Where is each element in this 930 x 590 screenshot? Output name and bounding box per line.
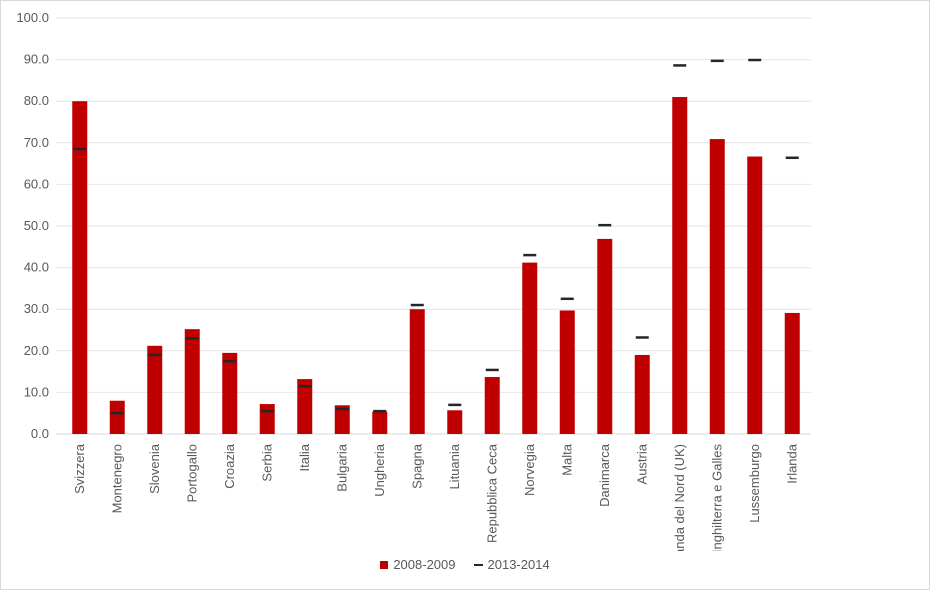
x-tick-label: Spagna: [409, 443, 424, 489]
bar: [634, 354, 650, 434]
x-tick-label: Croazia: [222, 443, 237, 489]
x-tick-label: Slovenia: [147, 443, 162, 494]
legend-swatch-dash: [473, 563, 483, 566]
x-tick-label: Malta: [559, 443, 574, 476]
bar: [447, 410, 463, 434]
bar: [709, 139, 725, 434]
y-tick-label: 40.0: [24, 260, 49, 275]
bar: [259, 404, 275, 434]
bar: [334, 405, 350, 434]
x-tick-label: Italia: [297, 443, 312, 471]
bar-chart: 0.0 10.0 20.0 30.0 40.0 50.0 60.0 70.0 80.0 90.0 1…: [16, 10, 811, 567]
x-tick-label: Svizzera: [72, 443, 87, 494]
legend-item-2013-2014: 2013-2014: [473, 557, 550, 572]
y-tick-label: 100.0: [16, 10, 49, 25]
bar: [147, 345, 163, 434]
bar: [484, 377, 500, 434]
bar: [672, 97, 688, 434]
x-tick-label: Serbia: [259, 443, 274, 481]
y-tick-label: 90.0: [24, 52, 49, 67]
bar: [372, 411, 388, 434]
bar: [184, 329, 200, 434]
y-tick-label: 30.0: [24, 301, 49, 316]
bar: [747, 156, 763, 434]
legend: 2008-2009 2013-2014: [1, 557, 929, 572]
bar: [522, 262, 538, 434]
bar: [72, 101, 88, 434]
x-tick-label: Lussemburgo: [747, 444, 762, 523]
x-tick-label: Montenegro: [109, 444, 124, 513]
x-tick-label: Irlanda del Nord (UK): [672, 444, 687, 551]
y-tick-label: 80.0: [24, 93, 49, 108]
y-tick-label: 10.0: [24, 384, 49, 399]
bar: [597, 238, 613, 434]
x-tick-label: Norvegia: [522, 443, 537, 496]
x-tick-label: Inghilterra e Galles: [709, 444, 724, 551]
x-tick-label: Lituania: [447, 443, 462, 489]
y-tick-label: 50.0: [24, 218, 49, 233]
bar: [409, 309, 425, 434]
bar: [297, 379, 313, 434]
legend-label: 2008-2009: [393, 557, 456, 572]
y-tick-label: 60.0: [24, 176, 49, 191]
x-tick-label: Bulgaria: [334, 443, 349, 491]
y-tick-label: 0.0: [31, 426, 49, 441]
bar: [109, 400, 125, 434]
x-tick-label: Repubblica Ceca: [484, 443, 499, 543]
y-tick-label: 70.0: [24, 135, 49, 150]
bar: [559, 310, 575, 434]
y-tick-label: 20.0: [24, 343, 49, 358]
legend-item-2008-2009: 2008-2009: [380, 557, 456, 572]
x-tick-label: Irlanda: [784, 443, 799, 484]
x-tick-label: Danimarca: [597, 443, 612, 507]
bar: [222, 352, 238, 434]
bar: [784, 312, 800, 434]
legend-swatch-bar: [380, 560, 389, 569]
legend-label: 2013-2014: [487, 557, 550, 572]
x-tick-label: Portogallo: [184, 444, 199, 503]
x-tick-label: Ungheria: [372, 443, 387, 497]
x-tick-label: Austria: [634, 443, 649, 484]
